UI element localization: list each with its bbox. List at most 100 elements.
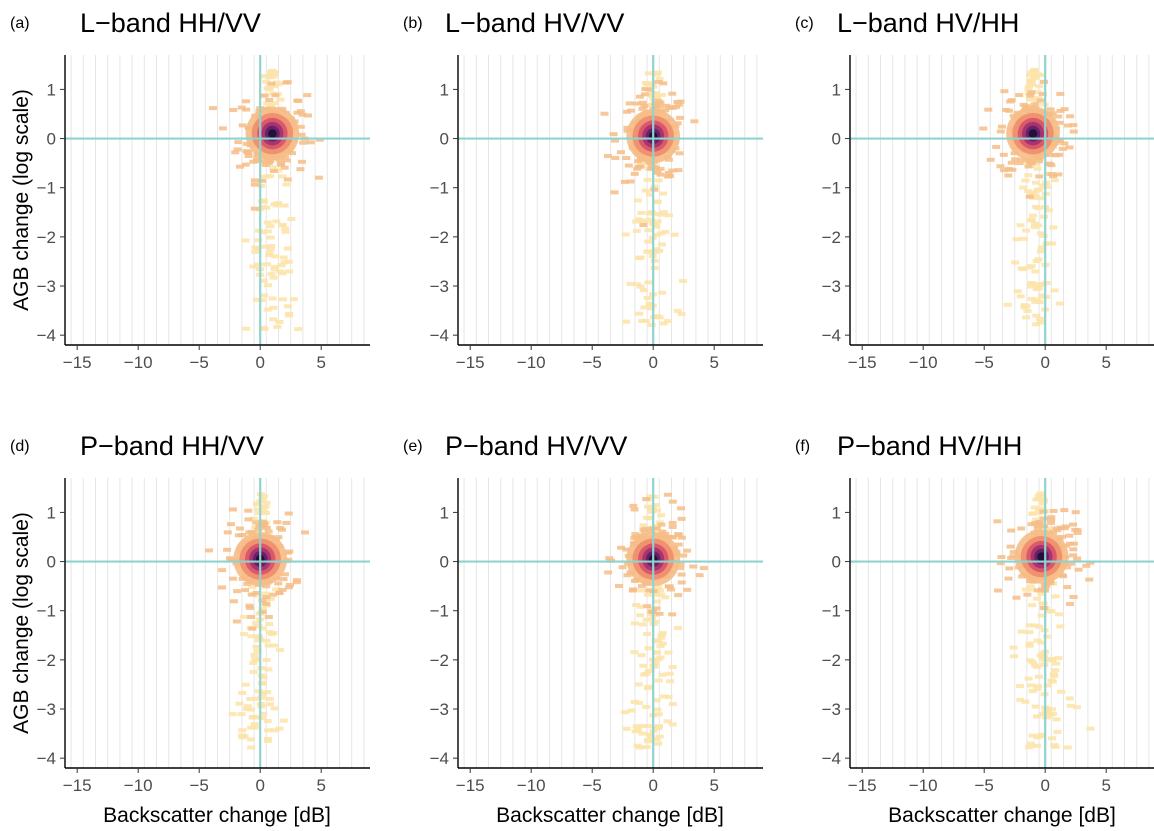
- density-point: [264, 643, 273, 648]
- density-point: [637, 584, 646, 589]
- density-point: [241, 162, 250, 167]
- density-point: [270, 643, 279, 648]
- y-tick-label: −1: [37, 602, 56, 621]
- density-point: [621, 710, 630, 715]
- density-point: [1043, 683, 1052, 688]
- density-point: [630, 699, 639, 704]
- density-point: [263, 307, 272, 312]
- density-point: [262, 595, 271, 600]
- density-point: [1028, 688, 1037, 693]
- density-point: [263, 690, 272, 695]
- density-point: [641, 526, 650, 531]
- density-point: [630, 535, 639, 540]
- density-point: [676, 115, 685, 120]
- density-point: [1027, 296, 1036, 301]
- panels-layer: −15 −10 −5 0 5−4−3−2−101(a) L−band HH/VV−15 −1…: [10, 8, 1154, 827]
- density-point: [1047, 707, 1056, 712]
- density-point: [260, 293, 269, 298]
- density-point: [627, 708, 636, 713]
- density-point: [1049, 711, 1058, 716]
- density-point: [654, 585, 663, 590]
- density-point: [647, 81, 656, 86]
- y-tick-label: 1: [832, 80, 841, 99]
- density-point: [251, 658, 260, 663]
- density-point: [272, 219, 281, 224]
- panel-5: −15 −10 −5 0 5−4−3−2−101(e) P−band HV/VV: [403, 431, 763, 795]
- density-point: [264, 728, 273, 733]
- density-point: [674, 102, 683, 107]
- density-point: [1005, 566, 1014, 571]
- density-point: [1026, 584, 1035, 589]
- density-point: [993, 588, 1002, 593]
- density-point: [1025, 194, 1034, 199]
- density-point: [674, 532, 683, 537]
- density-point: [279, 297, 288, 302]
- x-tick-label: −15: [456, 353, 485, 372]
- density-point: [653, 508, 662, 513]
- density-point: [622, 547, 631, 552]
- density-point: [1017, 526, 1026, 531]
- density-point: [260, 521, 269, 526]
- density-point: [643, 592, 652, 597]
- density-point: [674, 168, 683, 173]
- density-point: [664, 650, 673, 655]
- density-point: [1017, 629, 1026, 634]
- density-point: [234, 140, 243, 145]
- density-point: [658, 641, 667, 646]
- density-point: [992, 145, 1001, 150]
- density-point: [1057, 689, 1066, 694]
- density-point: [285, 269, 294, 274]
- density-point: [283, 80, 292, 85]
- density-point: [258, 497, 267, 502]
- density-point: [677, 572, 686, 577]
- density-point: [979, 126, 988, 131]
- density-point: [258, 606, 267, 611]
- density-point: [676, 566, 685, 571]
- density-point: [651, 503, 660, 508]
- density-point: [1049, 672, 1058, 677]
- density-point: [648, 617, 657, 622]
- density-point: [657, 592, 666, 597]
- density-point: [1037, 613, 1046, 618]
- density-point: [280, 572, 289, 577]
- density-point: [253, 649, 262, 654]
- density-point: [234, 533, 243, 538]
- density-point: [228, 576, 237, 581]
- density-point: [260, 244, 269, 249]
- density-point: [263, 229, 272, 234]
- density-point: [996, 561, 1005, 566]
- density-point: [656, 166, 665, 171]
- density-point: [652, 224, 661, 229]
- x-tick-label: −10: [909, 353, 938, 372]
- density-point: [254, 624, 263, 629]
- density-point: [269, 165, 278, 170]
- density-point: [253, 507, 262, 512]
- density-point: [273, 324, 282, 329]
- density-point: [250, 725, 259, 730]
- density-point: [657, 92, 666, 97]
- density-point: [650, 664, 659, 669]
- density-point: [264, 529, 273, 534]
- density-point: [238, 728, 247, 733]
- density-point: [270, 70, 279, 75]
- density-point: [1056, 108, 1065, 113]
- density-marks: [979, 67, 1078, 327]
- density-point: [996, 164, 1005, 169]
- density-point: [279, 718, 288, 723]
- density-point: [1039, 233, 1048, 238]
- density-point: [247, 592, 256, 597]
- x-tick-label: 0: [255, 353, 264, 372]
- density-marks: [604, 492, 708, 750]
- density-point: [1082, 563, 1091, 568]
- x-tick-label: −10: [517, 776, 546, 795]
- density-point: [655, 248, 664, 253]
- density-point: [1007, 528, 1016, 533]
- density-point: [650, 222, 659, 227]
- density-point: [1032, 283, 1041, 288]
- density-point: [652, 524, 661, 529]
- density-point: [629, 503, 638, 508]
- density-point: [276, 525, 285, 530]
- density-point: [656, 655, 665, 660]
- density-point: [1036, 653, 1045, 658]
- density-point: [984, 107, 993, 112]
